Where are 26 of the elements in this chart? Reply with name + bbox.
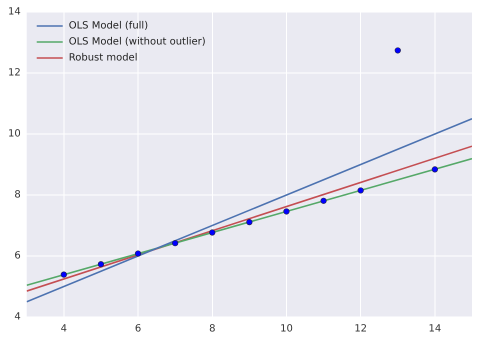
x-tick-label: 4 [60, 324, 68, 335]
point [432, 166, 438, 172]
legend-label: OLS Model (without outlier) [68, 36, 206, 48]
x-tick-label: 8 [209, 324, 216, 335]
y-tick-label: 4 [14, 312, 21, 323]
x-tick-label: 10 [280, 324, 293, 335]
y-tick-label: 10 [8, 128, 21, 140]
point [320, 198, 327, 204]
x-tick-label: 6 [134, 324, 142, 335]
legend-label: OLS Model (full) [68, 20, 148, 32]
y-tick-label: 6 [14, 250, 21, 262]
legend-label: Robust model [68, 52, 138, 64]
point [209, 229, 216, 236]
x-tick-label: 14 [428, 324, 442, 335]
y-tick-label: 14 [8, 6, 21, 18]
point [134, 250, 142, 257]
point [98, 261, 104, 268]
point [283, 208, 290, 215]
y-tick-label: 8 [14, 190, 21, 201]
point [172, 240, 178, 246]
point [246, 219, 252, 226]
y-tick-label: 12 [8, 68, 21, 79]
x-tick-label: 12 [354, 324, 368, 335]
point [358, 187, 364, 194]
point [60, 272, 67, 278]
point [394, 47, 401, 54]
